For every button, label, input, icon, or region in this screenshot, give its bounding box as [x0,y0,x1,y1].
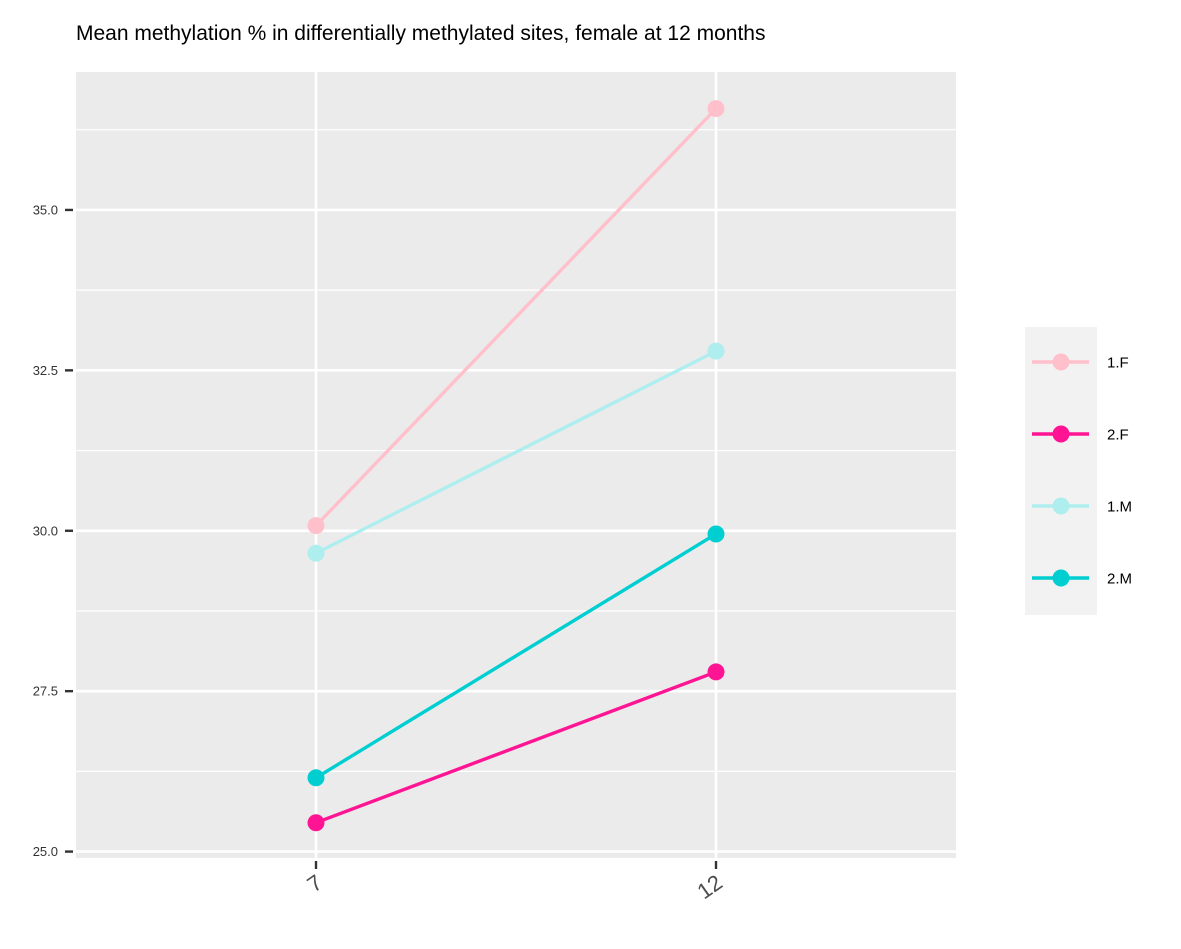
series-line [315,670,717,825]
data-point [707,663,725,681]
y-tick-label: 27.5 [33,684,58,699]
legend-label: 2.F [1107,427,1129,444]
y-tick-label: 25.0 [33,844,58,859]
data-point [307,544,325,562]
legend-key-point [1052,425,1070,443]
y-axis: 25.0 27.5 30.0 32.5 35.0 [33,202,73,859]
series-layer [307,100,725,832]
data-point [707,100,725,118]
legend-box [1025,327,1097,615]
x-tick-label: 7 [302,870,326,898]
y-tick-label: 30.0 [33,523,58,538]
series-line [315,349,717,555]
data-point [707,525,725,543]
legend: 1.F 2.F 1.M 2.M [1025,327,1132,615]
chart-title: Mean methylation % in differentially met… [76,22,765,45]
legend-label: 1.F [1107,355,1129,372]
legend-label: 1.M [1107,499,1132,516]
plot-panel [76,72,956,858]
y-tick-label: 32.5 [33,363,58,378]
legend-label: 2.M [1107,571,1132,588]
x-axis: 7 12 [302,861,727,905]
data-point [307,814,325,832]
x-tick-label: 12 [692,870,726,905]
legend-key-point [1052,497,1070,515]
legend-key-point [1052,569,1070,587]
major-gridlines [76,72,956,858]
series-line [315,532,717,780]
data-point [307,769,325,787]
series-line [314,107,718,527]
data-point [707,342,725,360]
legend-key-point [1052,353,1070,371]
data-point [307,517,325,535]
y-tick-label: 35.0 [33,202,58,217]
